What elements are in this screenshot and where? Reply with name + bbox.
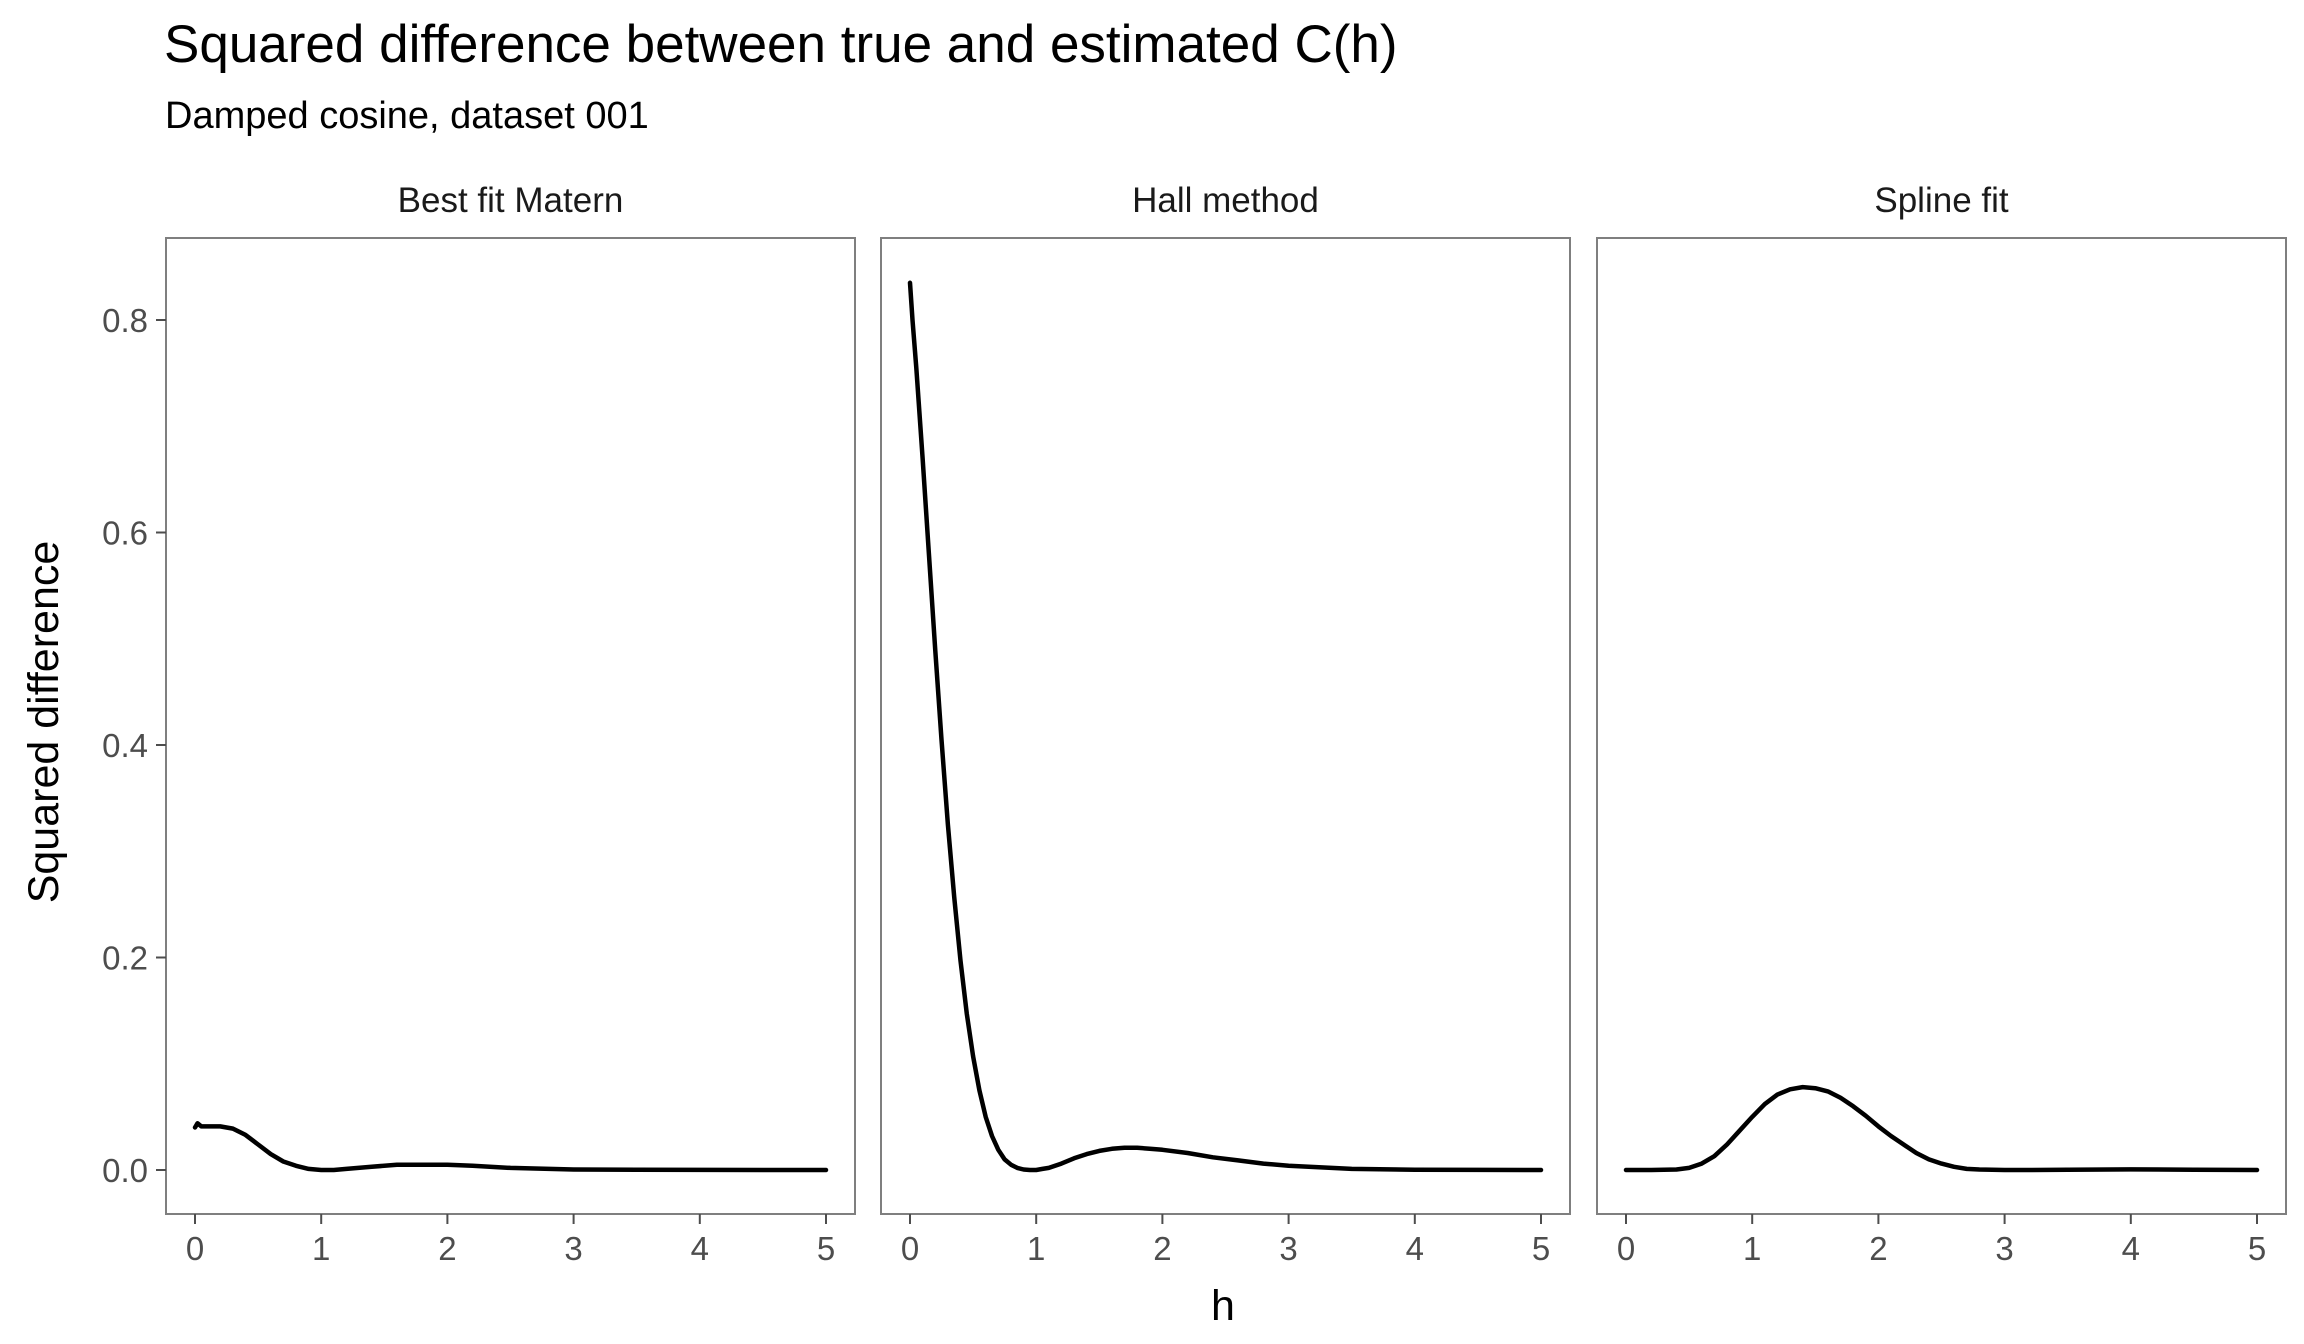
x-tick-label: 1 bbox=[1027, 1230, 1045, 1267]
facet-panels: Best fit Matern 0 1 2 3 4 5 0.0 0.2 0.4 0.6 0.8 Hall… bbox=[102, 181, 2287, 1267]
x-tick-label: 4 bbox=[2122, 1230, 2140, 1267]
x-tick-label: 5 bbox=[2248, 1230, 2266, 1267]
y-tick-label: 0.2 bbox=[102, 940, 148, 977]
x-tick-label: 2 bbox=[438, 1230, 456, 1267]
series-line bbox=[1623, 1084, 2260, 1173]
x-tick-label: 1 bbox=[1743, 1230, 1761, 1267]
facet-panel-border bbox=[165, 237, 856, 1215]
x-axis-label: h bbox=[1211, 1282, 1235, 1330]
facet-panel-border bbox=[1596, 237, 2287, 1215]
x-tick-label: 5 bbox=[1532, 1230, 1550, 1267]
x-tick-label: 3 bbox=[564, 1230, 582, 1267]
x-tick-label: 0 bbox=[186, 1230, 204, 1267]
x-tick-label: 0 bbox=[1617, 1230, 1635, 1267]
series-line bbox=[907, 280, 1544, 1173]
x-tick-label: 5 bbox=[817, 1230, 835, 1267]
facet-strip-label: Spline fit bbox=[1874, 181, 2009, 220]
x-tick-label: 2 bbox=[1869, 1230, 1887, 1267]
facet-panel-border bbox=[880, 237, 1571, 1215]
y-tick-label: 0.6 bbox=[102, 515, 148, 552]
y-tick-label: 0.4 bbox=[102, 727, 148, 764]
x-tick-label: 4 bbox=[691, 1230, 709, 1267]
x-tick-label: 4 bbox=[1406, 1230, 1424, 1267]
x-tick-label: 1 bbox=[312, 1230, 330, 1267]
facet-strip-label: Hall method bbox=[1132, 181, 1319, 220]
y-axis-label: Squared difference bbox=[20, 541, 68, 904]
facet-strip-label: Best fit Matern bbox=[398, 181, 624, 220]
chart-subtitle: Damped cosine, dataset 001 bbox=[165, 95, 649, 137]
chart-title: Squared difference between true and esti… bbox=[164, 15, 1398, 74]
x-tick-label: 3 bbox=[1995, 1230, 2013, 1267]
y-tick-label: 0.0 bbox=[102, 1152, 148, 1189]
series-line bbox=[192, 1121, 829, 1173]
y-tick-label: 0.8 bbox=[102, 302, 148, 339]
x-tick-label: 0 bbox=[901, 1230, 919, 1267]
x-tick-label: 2 bbox=[1153, 1230, 1171, 1267]
x-tick-label: 3 bbox=[1279, 1230, 1297, 1267]
